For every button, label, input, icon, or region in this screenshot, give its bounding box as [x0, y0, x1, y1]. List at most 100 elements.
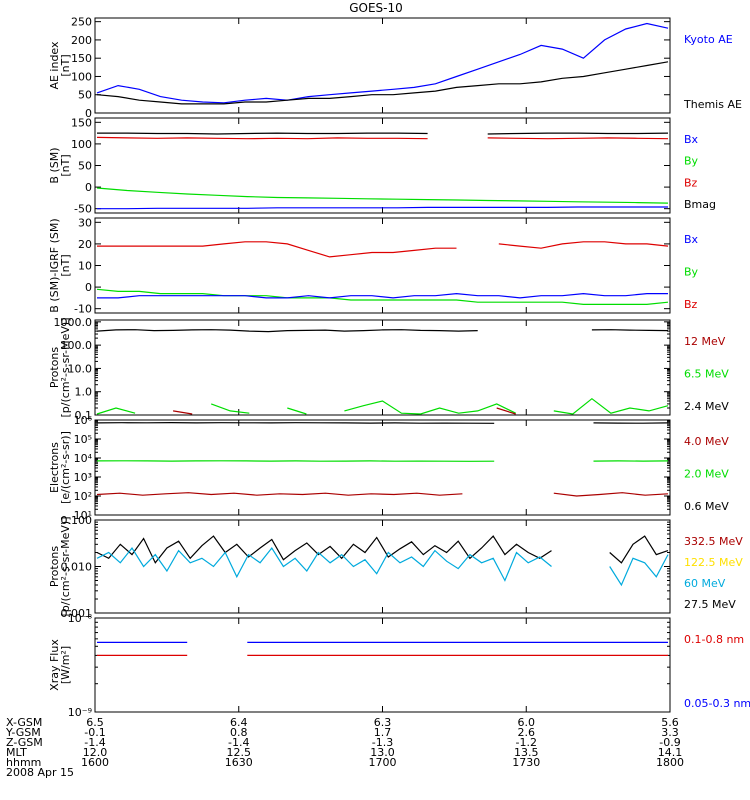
- panel-frame: [94, 519, 671, 614]
- y-axis-label: [p/(cm²-s-sr-MeV)]: [59, 517, 72, 617]
- series-line-4-0-mev: [96, 492, 463, 496]
- panel-frame: [94, 419, 671, 516]
- footer-y-gsm-value: 0.8: [230, 726, 248, 739]
- footer-mlt-value: 13.0: [370, 746, 395, 759]
- y-tick-label: 100.0: [61, 339, 93, 352]
- footer-mlt-value: 12.5: [227, 746, 252, 759]
- series-line-6-5-mev: [287, 407, 307, 415]
- y-tick-label: 0: [85, 107, 92, 120]
- legend-0-05-0-3-nm: 0.05-0.3 nm: [684, 697, 750, 710]
- y-tick-label: 10.0: [68, 362, 93, 375]
- footer-row-label: Z-GSM: [6, 736, 43, 749]
- y-tick-label: 0.010: [61, 561, 93, 574]
- series-line-bx: [97, 292, 668, 299]
- panel-2: -50 0 50 100 150 B (SM)[nT] Bx By Bz Bmag: [48, 116, 716, 215]
- y-tick-label: 150: [71, 116, 92, 129]
- legend-kyoto-ae: Kyoto AE: [684, 33, 733, 46]
- y-tick-label: 0.1: [75, 409, 93, 422]
- series-line-bz: [96, 136, 428, 140]
- legend-122-5-mev: 122.5 MeV: [684, 556, 743, 569]
- footer-row-label: hhmm: [6, 756, 41, 769]
- footer-y-gsm-value: -0.1: [84, 726, 105, 739]
- y-tick-label: 10⁻⁸: [68, 612, 93, 625]
- y-tick-label: 1.0: [75, 386, 93, 399]
- y-tick-label: 200: [71, 34, 92, 47]
- series-line-bmag: [97, 132, 428, 135]
- y-axis-label: [nT]: [59, 54, 72, 76]
- footer-row-label: Y-GSM: [5, 726, 41, 739]
- series-line-12-mev: [496, 407, 516, 415]
- series-line-6-5-mev: [96, 407, 136, 415]
- y-tick-label: 10³: [74, 471, 92, 484]
- footer-z-gsm-value: -1.4: [84, 736, 105, 749]
- y-tick-label: 50: [78, 89, 92, 102]
- series-line-12-mev: [173, 410, 193, 415]
- footer-x-gsm-value: 6.3: [374, 716, 392, 729]
- panel-5: 10¹ 10² 10³ 10⁴ 10⁵ 10⁶ Electrons[e/(cm²-s-sr)…: [48, 414, 729, 522]
- y-axis-label: B (SM)-IGRF (SM): [48, 218, 61, 312]
- footer-y-gsm-value: 1.7: [374, 726, 392, 739]
- legend-0-6-mev: 0.6 MeV: [684, 500, 729, 513]
- chart-title: GOES-10: [349, 1, 403, 15]
- series-line-bz: [97, 241, 457, 258]
- footer-y-gsm-value: 2.6: [518, 726, 536, 739]
- y-tick-label: -50: [74, 203, 92, 216]
- footer-row-label: 2008 Apr 15: [6, 766, 74, 779]
- legend-themis-ae: Themis AE: [683, 98, 742, 111]
- footer-x-gsm-value: 5.6: [661, 716, 679, 729]
- panel-6: 0.001 0.010 0.100 Protons[p/(cm²-s-sr-MeV)]…: [48, 514, 743, 620]
- legend-bz: Bz: [684, 298, 698, 311]
- legend-332-5-mev: 332.5 MeV: [684, 535, 743, 548]
- legend-bx: Bx: [684, 233, 699, 246]
- y-tick-label: -10: [74, 303, 92, 316]
- y-tick-label: 0: [85, 181, 92, 194]
- series-line-by: [96, 187, 669, 204]
- panel-frame: [94, 217, 671, 314]
- y-axis-label: B (SM): [48, 147, 61, 183]
- footer-mlt-value: 13.5: [514, 746, 539, 759]
- footer-z-gsm-value: -1.2: [516, 736, 537, 749]
- panel-7: 10⁻⁹ 10⁻⁸ Xray Flux[W/m²] 0.1-0.8 nm 0.05-0.…: [48, 612, 750, 719]
- y-axis-label: AE index: [48, 41, 61, 90]
- y-tick-label: 10⁴: [74, 452, 93, 465]
- series-line-4-0-mev: [553, 492, 669, 497]
- series-line-2-4-mev: [96, 329, 478, 333]
- footer-hhmm-value: 1630: [225, 756, 253, 769]
- footer-z-gsm-value: -0.9: [659, 736, 680, 749]
- panel-4: 0.1 1.0 10.0 100.0 1000.0 Protons[p/(cm²-s-sr…: [48, 316, 729, 422]
- legend-by: By: [684, 155, 699, 168]
- legend-4-0-mev: 4.0 MeV: [684, 435, 729, 448]
- footer-row-label: MLT: [6, 746, 27, 759]
- y-tick-label: 30: [78, 216, 92, 229]
- series-line-0-6-mev: [96, 421, 495, 424]
- legend-2-0-mev: 2.0 MeV: [684, 468, 729, 481]
- footer-x-gsm-value: 6.4: [230, 716, 248, 729]
- footer-z-gsm-value: -1.4: [228, 736, 249, 749]
- y-axis-label: [nT]: [59, 154, 72, 176]
- y-tick-label: 100: [71, 70, 92, 83]
- series-line-bx: [97, 206, 668, 210]
- footer-hhmm-value: 1730: [512, 756, 540, 769]
- series-line-kyoto-ae: [96, 22, 669, 104]
- y-axis-label: Protons: [48, 347, 61, 388]
- footer-hhmm-value: 1600: [81, 756, 109, 769]
- legend-by: By: [684, 266, 699, 279]
- legend-bz: Bz: [684, 176, 698, 189]
- y-tick-label: 250: [71, 16, 92, 29]
- panel-frame: [94, 17, 671, 114]
- legend-0-1-0-8-nm: 0.1-0.8 nm: [684, 633, 744, 646]
- series-line-6-5-mev: [344, 400, 516, 415]
- series-line-bmag: [487, 132, 669, 135]
- y-tick-label: 0.100: [61, 514, 93, 527]
- legend-6-5-mev: 6.5 MeV: [684, 368, 729, 381]
- series-line-2-0-mev: [96, 460, 495, 462]
- footer-x-gsm-value: 6.5: [86, 716, 104, 729]
- y-tick-label: 10¹: [74, 509, 92, 522]
- series-line-27-5-mev: [609, 535, 669, 564]
- y-tick-label: 1000.0: [54, 316, 93, 329]
- legend-60-mev: 60 MeV: [684, 577, 726, 590]
- footer-z-gsm-value: -1.3: [372, 736, 393, 749]
- footer-mlt-value: 14.1: [658, 746, 683, 759]
- y-axis-label: Electrons: [48, 442, 61, 493]
